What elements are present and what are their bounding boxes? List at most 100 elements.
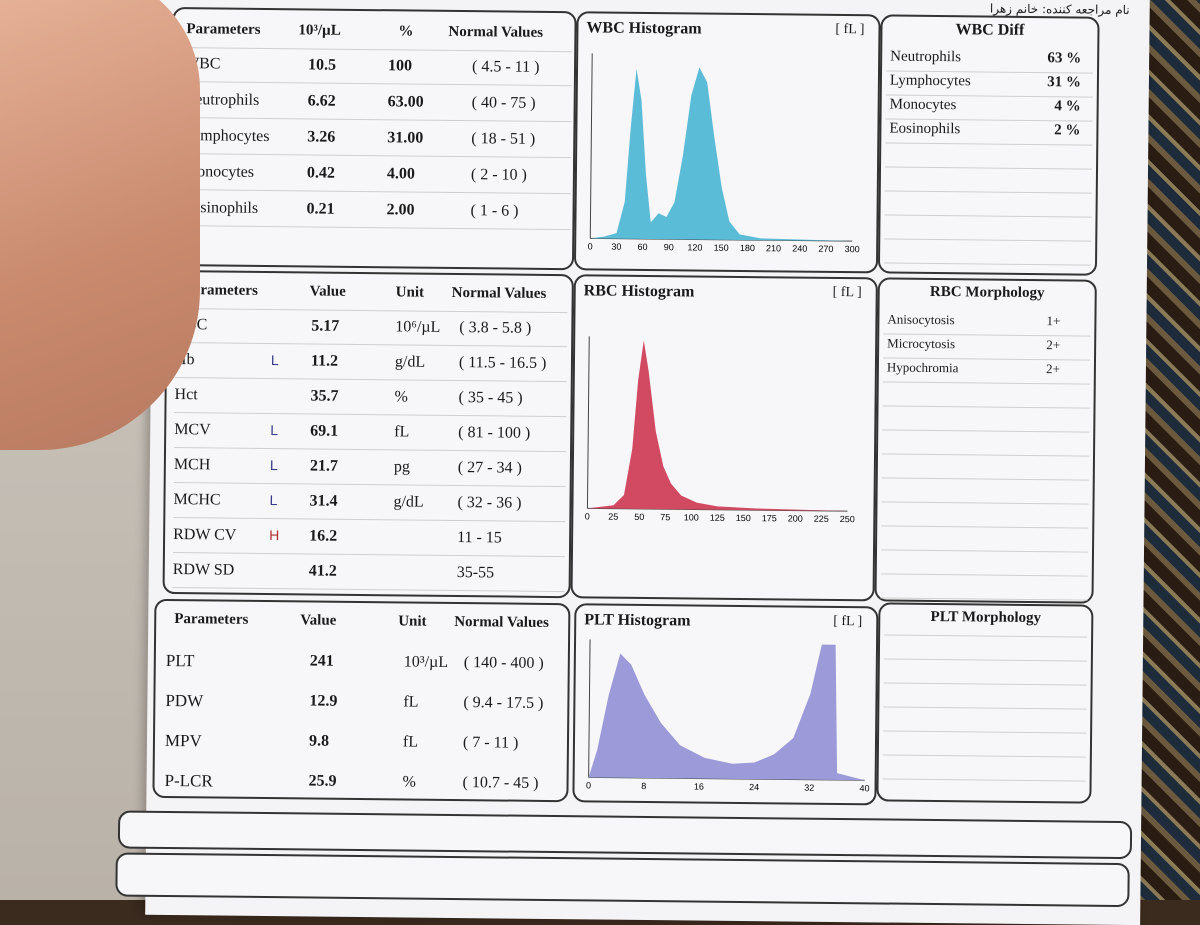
wbc-param-value: 0.42 — [306, 164, 336, 182]
wbc-histogram-box: WBC Histogram [ fL ] 0 30 60 90 120 150 180 210… — [573, 11, 881, 274]
rbc-param-name: RDW SD — [172, 561, 235, 579]
wbc_diff-row: Lymphocytes 31 % — [885, 70, 1094, 98]
plt-param-name: MPV — [164, 730, 202, 751]
wbc-param-normal: ( 1 - 6 ) — [470, 202, 519, 220]
rbc-row: MCV L 69.1 fL ( 81 - 100 ) — [174, 415, 567, 453]
rbc-histogram-chart: 0 25 50 75 100 125 150 175 200 225 250 — [585, 336, 855, 524]
holding-hand — [0, 0, 200, 450]
rbc-morph-row — [881, 453, 1090, 481]
rbc-param-unit: fL — [394, 423, 410, 441]
histogram-tick-label: 175 — [762, 513, 777, 523]
wbc-param-percent: 100 — [387, 57, 413, 75]
histogram-tick-label: 210 — [766, 243, 781, 253]
plt-morph-line — [883, 658, 1087, 662]
rbc-table: Parameters Value Unit Normal Values RBC5… — [172, 276, 568, 593]
histogram-tick-label: 100 — [684, 512, 699, 522]
rbc-parameters-box: Parameters Value Unit Normal Values RBC5… — [162, 269, 574, 599]
histogram-tick-label: 32 — [804, 783, 814, 793]
histogram-tick-label: 25 — [608, 512, 618, 522]
rbc-morphology-title: RBC Morphology — [929, 283, 1045, 302]
plt-row: PDW 12.9 fL ( 9.4 - 17.5 ) — [163, 681, 563, 723]
plt-param-name: PDW — [165, 690, 204, 711]
wbc-row: Monocytes 0.42 4.00( 2 - 10 ) — [180, 157, 572, 195]
rbc-morph-value: 2+ — [1046, 361, 1061, 377]
wbc-parameters-box: Parameters 10³/µL % Normal Values WBC 10.… — [169, 7, 577, 271]
histogram-tick-label: 300 — [845, 244, 860, 254]
plt-morph-line — [883, 682, 1087, 686]
wbc_diff-name: Monocytes — [889, 96, 957, 114]
plt-morph-line — [883, 730, 1087, 734]
wbc-row: Eosinophils 0.21 2.00( 1 - 6 ) — [180, 193, 571, 231]
histogram-tick-label: 240 — [792, 244, 807, 254]
rbc-header-unit: Unit — [395, 284, 425, 301]
rbc-param-value: 11.2 — [310, 352, 339, 370]
rbc-param-name: MCH — [173, 456, 211, 474]
wbc_diff-name: Lymphocytes — [889, 72, 971, 90]
rbc-param-unit: 10⁶/µL — [395, 318, 441, 336]
wbc-param-normal: ( 2 - 10 ) — [470, 166, 527, 184]
rbc-param-value: 69.1 — [310, 422, 339, 440]
histogram-tick-label: 250 — [840, 514, 855, 524]
histogram-y-axis — [586, 336, 590, 509]
plt-header-value: Value — [300, 612, 337, 629]
histogram-tick-label: 0 — [586, 780, 591, 790]
rbc-param-flag: L — [270, 352, 279, 369]
wbc-row: WBC 10.5 100( 4.5 - 11 ) — [181, 49, 573, 87]
plt-row: P-LCR 25.9% ( 10.7 - 45 ) — [162, 761, 562, 803]
rbc-param-value: 31.4 — [309, 492, 338, 510]
rbc-morph-value: 2+ — [1046, 337, 1061, 353]
histogram-tick-label: 150 — [736, 513, 751, 523]
histogram-tick-label: 225 — [814, 514, 829, 524]
histogram-tick-label: 40 — [859, 783, 869, 793]
histogram-tick-label: 60 — [638, 242, 648, 252]
rbc-param-normal: ( 81 - 100 ) — [458, 424, 531, 442]
plt-param-unit: 10³/µL — [403, 653, 449, 671]
histogram-tick-label: 180 — [740, 243, 755, 253]
wbc-header-row: Parameters 10³/µL % Normal Values — [182, 15, 573, 53]
wbc_diff-row — [884, 238, 1092, 266]
plt-morph-line — [884, 634, 1088, 638]
plt-parameters-box: Parameters Value Unit Normal Values PLT 2… — [152, 598, 571, 803]
wbc_diff-value: 63 % — [1047, 50, 1082, 67]
rbc-morph-row — [882, 405, 1090, 433]
wbc-row: Neutrophils 6.62 63.00( 40 - 75 ) — [181, 85, 572, 123]
histogram-distribution — [590, 67, 853, 242]
rbc-morph-name: Microcytosis — [887, 335, 956, 352]
wbc-header-percent: % — [398, 23, 414, 40]
rbc-param-value: 21.7 — [309, 457, 338, 475]
histogram-distribution — [588, 644, 865, 781]
rbc-morph-row: Hypochromia 2+ — [882, 357, 1091, 385]
wbc_diff-row — [884, 166, 1093, 194]
rbc-param-normal: ( 3.8 - 5.8 ) — [459, 319, 532, 337]
wbc-param-value: 10.5 — [307, 56, 337, 74]
wbc-param-percent: 2.00 — [386, 201, 415, 219]
rbc-morph-row — [880, 549, 1089, 577]
wbc_diff-value: 4 % — [1054, 98, 1081, 115]
rbc-morph-row — [882, 429, 1090, 457]
plt-param-unit: fL — [402, 733, 419, 751]
cbc-report-sheet: نام مراجعه کننده: خانم زهرا Parameters 1… — [115, 0, 1150, 925]
histogram-y-axis — [588, 639, 591, 778]
rbc-param-flag: L — [269, 457, 278, 474]
plt-morph-line — [883, 706, 1087, 710]
plt-param-normal: ( 10.7 - 45 ) — [462, 774, 539, 792]
comment-box-2 — [115, 852, 1130, 908]
wbc-row: Lymphocytes 3.26 31.00( 18 - 51 ) — [181, 121, 572, 159]
wbc-param-percent: 31.00 — [387, 129, 424, 147]
wbc_diff-value: 31 % — [1047, 74, 1082, 91]
rbc-row: RDW SD 41.2 35-55 — [172, 555, 565, 593]
rbc-morph-name: Hypochromia — [886, 359, 959, 376]
wbc-diff-box: WBC Diff Neutrophils 63 % Lymphocytes 31 % M… — [877, 14, 1100, 276]
wbc-param-normal: ( 4.5 - 11 ) — [471, 58, 540, 76]
plt-morphology-box: PLT Morphology — [876, 602, 1094, 804]
rbc-param-normal: ( 27 - 34 ) — [457, 459, 522, 477]
rbc-morphology-box: RBC Morphology Anisocytosis 1+ Microcytosi… — [874, 277, 1097, 604]
plt-header-row: Parameters Value Unit Normal Values — [164, 605, 564, 641]
rbc-param-name: MCHC — [173, 491, 221, 509]
rbc-param-value: 5.17 — [311, 317, 340, 335]
rbc-param-normal: ( 35 - 45 ) — [458, 389, 523, 407]
wbc-header-normal: Normal Values — [448, 23, 544, 41]
histogram-distribution — [587, 340, 848, 512]
plt-param-unit: % — [402, 773, 416, 791]
